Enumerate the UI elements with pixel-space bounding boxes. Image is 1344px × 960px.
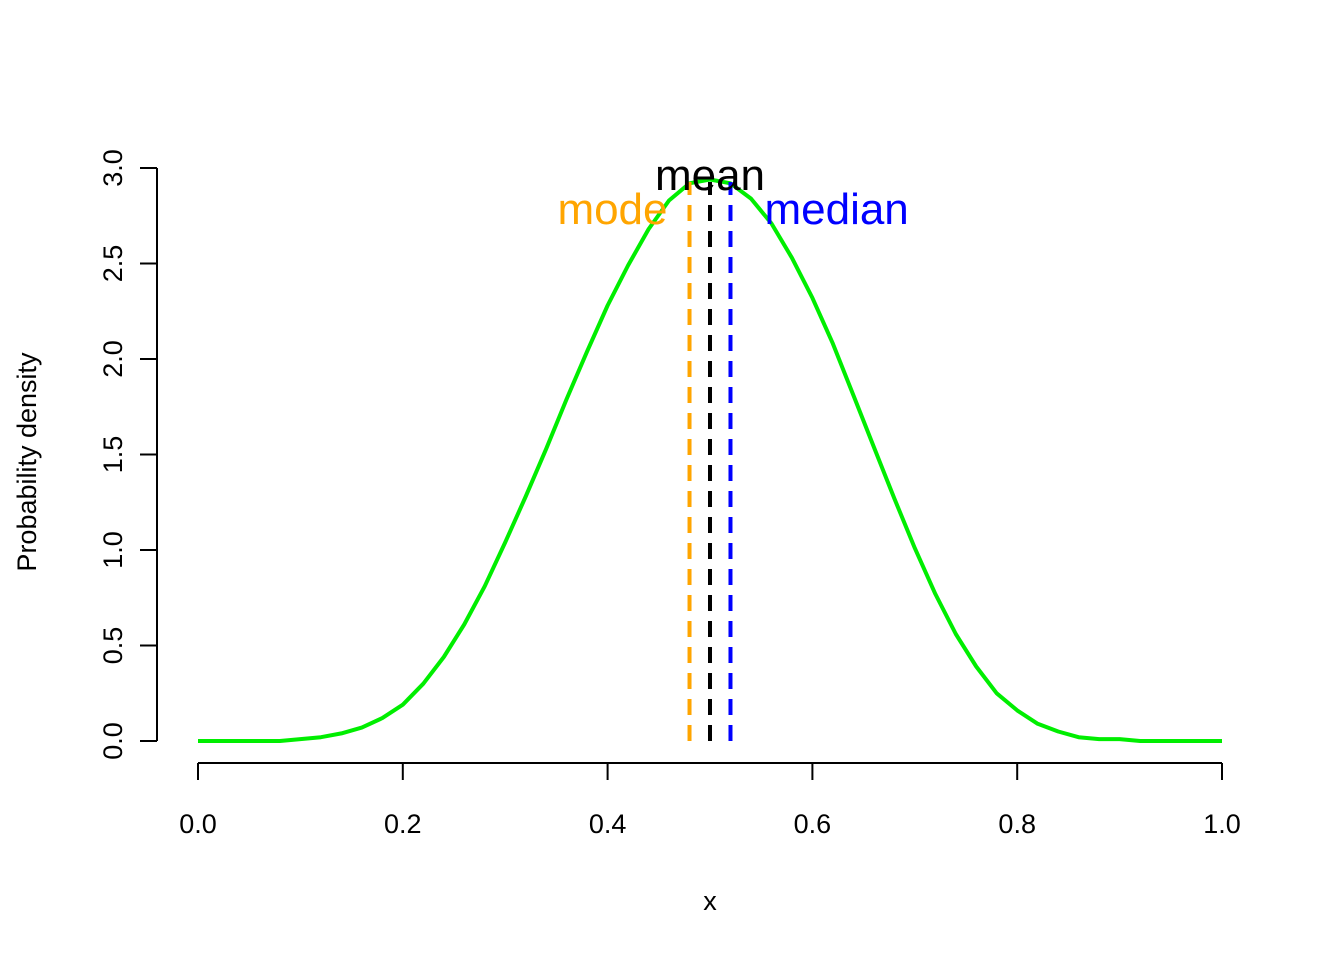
mean-label: mean bbox=[655, 151, 765, 200]
x-axis: 0.0 0.2 0.4 0.6 0.8 1.0 bbox=[179, 762, 1241, 839]
x-tick-label: 0.6 bbox=[794, 809, 832, 839]
plot-area bbox=[198, 177, 1222, 743]
x-tick-label: 0.0 bbox=[179, 809, 217, 839]
x-tick-label: 1.0 bbox=[1203, 809, 1241, 839]
x-tick-label: 0.8 bbox=[998, 809, 1036, 839]
y-tick-label: 0.0 bbox=[98, 722, 128, 760]
y-axis-label: Probability density bbox=[12, 352, 42, 572]
y-axis: 0.0 0.5 1.0 1.5 2.0 2.5 3.0 bbox=[98, 149, 158, 760]
x-tick-label: 0.4 bbox=[589, 809, 627, 839]
y-tick-label: 2.5 bbox=[98, 245, 128, 283]
median-label: median bbox=[764, 185, 908, 234]
y-tick-label: 1.0 bbox=[98, 531, 128, 569]
y-tick-label: 3.0 bbox=[98, 149, 128, 187]
mode-label: mode bbox=[557, 185, 667, 234]
density-curve bbox=[198, 177, 1222, 743]
y-tick-label: 0.5 bbox=[98, 627, 128, 665]
x-tick-label: 0.2 bbox=[384, 809, 422, 839]
y-tick-label: 2.0 bbox=[98, 340, 128, 378]
y-tick-label: 1.5 bbox=[98, 436, 128, 474]
x-axis-label: x bbox=[703, 886, 717, 916]
